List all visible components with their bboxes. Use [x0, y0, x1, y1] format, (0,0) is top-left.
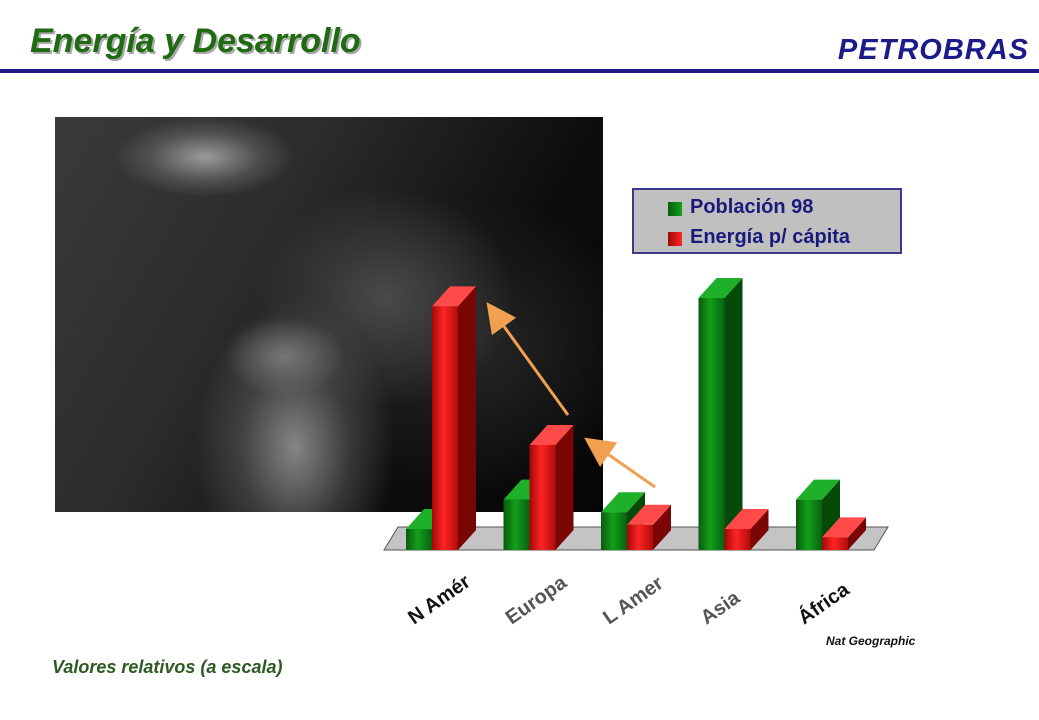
bar-front	[724, 529, 751, 550]
legend-label-poblacion: Población 98	[690, 196, 814, 218]
bar-top	[627, 504, 671, 525]
petrobras-logo: PETROBRAS	[837, 34, 1029, 66]
bar-top	[529, 425, 574, 445]
bar-top	[432, 286, 476, 307]
bar-front	[503, 499, 530, 550]
bar-front	[432, 306, 458, 550]
arrow-latam-to-europe	[584, 437, 656, 489]
bar-energia-1	[529, 425, 574, 550]
bar-front	[822, 537, 848, 550]
footnote: Valores relativos (a escala)	[52, 657, 283, 677]
bar-side	[555, 425, 574, 550]
bar-top	[724, 509, 769, 529]
bar-front	[796, 499, 822, 550]
category-label-4: África	[794, 577, 854, 629]
bar-front	[627, 524, 653, 550]
bar-front	[406, 529, 432, 550]
bar-top	[796, 479, 840, 500]
bar-front	[601, 512, 627, 550]
category-label-1: Europa	[502, 571, 572, 629]
category-label-0: N Amér	[404, 571, 474, 630]
bar-energia-2	[627, 504, 671, 550]
bar-energia-0	[432, 286, 476, 550]
bar-top	[822, 517, 866, 538]
bar-energia-3	[724, 509, 769, 550]
bar-top	[601, 492, 645, 513]
bar-poblacion-3	[698, 278, 743, 550]
bar-side	[848, 517, 866, 550]
legend-swatch-energia	[668, 232, 682, 246]
bar-energia-4	[822, 517, 866, 550]
chart-legend: Población 98 Energía p/ cápita	[632, 188, 902, 254]
bar-front	[698, 298, 725, 550]
bar-side	[750, 509, 769, 550]
bar-side	[653, 504, 671, 550]
title-rule	[0, 69, 1039, 73]
bar-top	[698, 278, 743, 298]
legend-swatch-poblacion	[668, 202, 682, 216]
bar-front	[529, 445, 556, 550]
category-label-2: L Amer	[599, 572, 667, 629]
category-label-3: Asia	[697, 586, 745, 629]
slide-title: Energía y Desarrollo	[30, 22, 361, 60]
bar-side	[724, 278, 743, 550]
source-credit: Nat Geographic	[826, 634, 916, 648]
arrow-europe-to-namer	[486, 302, 570, 416]
legend-label-energia: Energía p/ cápita	[690, 226, 851, 248]
bar-side	[458, 286, 476, 550]
